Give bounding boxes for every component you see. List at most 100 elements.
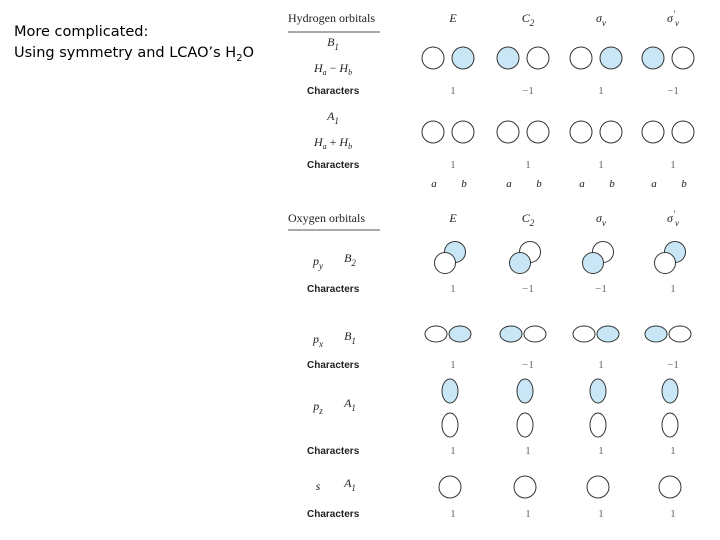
title-line-2-text: Using symmetry and LCAO’s H <box>14 45 237 61</box>
oxygen-row-3-character-4: 1 <box>670 445 676 457</box>
oxygen-row-1-character-4: 1 <box>670 283 676 295</box>
oxygen-row-4-op4-s-orbital <box>658 475 682 499</box>
oxygen-row-2-op1-left-lobe <box>424 325 448 343</box>
hydrogen-header: Hydrogen orbitals <box>288 11 375 25</box>
hydrogen-operation-2: C2 <box>522 11 535 28</box>
hydrogen-row-1-op3-orbital-b <box>599 46 623 70</box>
oxygen-row-3-character-2: 1 <box>525 445 531 457</box>
hydrogen-row-1-characters-label: Characters <box>307 86 360 97</box>
oxygen-row-3-character-3: 1 <box>598 445 604 457</box>
oxygen-row-3-op4-top-lobe <box>661 378 679 404</box>
atom-label-7: a <box>651 178 657 190</box>
oxygen-row-2-orbital-label: px <box>312 332 323 349</box>
oxygen-row-3-op2-bottom-lobe <box>516 412 534 438</box>
atom-label-1: a <box>431 178 437 190</box>
oxygen-row-4-character-3: 1 <box>598 508 604 520</box>
hydrogen-row-2-op1-orbital-b <box>451 120 475 144</box>
oxygen-row-2-op4-right-lobe <box>668 325 692 343</box>
oxygen-row-2-characters-label: Characters <box>307 360 360 371</box>
atom-label-3: a <box>506 178 512 190</box>
oxygen-row-2-character-3: 1 <box>598 359 604 371</box>
hydrogen-row-1-irrep: B1 <box>327 35 339 52</box>
oxygen-row-3-op2-top-lobe <box>516 378 534 404</box>
oxygen-row-3-character-1: 1 <box>450 445 456 457</box>
hydrogen-row-1-op1-orbital-a <box>421 46 445 70</box>
hydrogen-row-1-character-3: 1 <box>598 85 604 97</box>
oxygen-row-3-characters-label: Characters <box>307 446 360 457</box>
hydrogen-row-2-characters-label: Characters <box>307 160 360 171</box>
oxygen-row-2-character-2: −1 <box>522 359 534 371</box>
oxygen-row-1-character-1: 1 <box>450 283 456 295</box>
oxygen-row-3-op1-top-lobe <box>441 378 459 404</box>
hydrogen-row-1-character-1: 1 <box>450 85 456 97</box>
hydrogen-operation-3: σv <box>596 11 606 28</box>
hydrogen-row-1-op4-orbital-b <box>671 46 695 70</box>
oxygen-row-2-op4-left-lobe <box>644 325 668 343</box>
title-line-2: Using symmetry and LCAO’s H2O <box>14 43 254 69</box>
oxygen-row-2-irrep: B1 <box>344 329 356 346</box>
hydrogen-operation-4: σ′v <box>667 9 679 28</box>
slide-title: More complicated: Using symmetry and LCA… <box>14 22 254 69</box>
hydrogen-row-2-op3-orbital-b <box>599 120 623 144</box>
oxygen-row-3-orbital-label: pz <box>312 399 323 416</box>
hydrogen-row-2-character-3: 1 <box>598 159 604 171</box>
hydrogen-row-1-op2-orbital-a <box>496 46 520 70</box>
atom-label-2: b <box>461 178 467 190</box>
hydrogen-row-2-op4-orbital-b <box>671 120 695 144</box>
oxygen-operation-4: σ′v <box>667 209 679 228</box>
oxygen-row-3-op3-bottom-lobe <box>589 412 607 438</box>
oxygen-row-4-op3-s-orbital <box>586 475 610 499</box>
oxygen-operation-2: C2 <box>522 211 535 228</box>
oxygen-row-1-op1-front-lobe <box>434 252 456 274</box>
oxygen-row-1-character-3: −1 <box>595 283 607 295</box>
oxygen-row-1-orbital-label: py <box>312 254 323 271</box>
oxygen-row-3-op1-bottom-lobe <box>441 412 459 438</box>
hydrogen-row-2-op4-orbital-a <box>641 120 665 144</box>
hydrogen-row-1-character-2: −1 <box>522 85 534 97</box>
hydrogen-row-2-irrep: A1 <box>326 109 339 126</box>
oxygen-operation-3: σv <box>596 211 606 228</box>
oxygen-row-2-op2-right-lobe <box>523 325 547 343</box>
oxygen-row-2-op3-left-lobe <box>572 325 596 343</box>
hydrogen-row-1-op3-orbital-a <box>569 46 593 70</box>
oxygen-row-1-op3-front-lobe <box>582 252 604 274</box>
hydrogen-row-2-character-4: 1 <box>670 159 676 171</box>
atom-label-8: b <box>681 178 687 190</box>
hydrogen-row-1-op4-orbital-a <box>641 46 665 70</box>
oxygen-row-2-op3-right-lobe <box>596 325 620 343</box>
oxygen-row-3-op3-top-lobe <box>589 378 607 404</box>
hydrogen-row-2-character-1: 1 <box>450 159 456 171</box>
atom-label-5: a <box>579 178 585 190</box>
hydrogen-row-2-op2-orbital-a <box>496 120 520 144</box>
oxygen-row-1-irrep: B2 <box>344 251 356 268</box>
hydrogen-row-1-combination: Ha − Hb <box>313 61 352 77</box>
title-line-1: More complicated: <box>14 24 149 40</box>
title-line-2-subscript: 2 <box>236 52 243 64</box>
title-line-2-suffix: O <box>242 45 254 61</box>
oxygen-row-3-irrep: A1 <box>343 396 356 413</box>
hydrogen-row-1-op1-orbital-b <box>451 46 475 70</box>
oxygen-row-4-character-1: 1 <box>450 508 456 520</box>
oxygen-row-4-character-4: 1 <box>670 508 676 520</box>
oxygen-row-1-characters-label: Characters <box>307 284 360 295</box>
hydrogen-row-2-op3-orbital-a <box>569 120 593 144</box>
oxygen-operation-1: E <box>448 211 457 225</box>
oxygen-row-2-op1-right-lobe <box>448 325 472 343</box>
oxygen-row-4-orbital-label: s <box>316 479 321 493</box>
atom-label-6: b <box>609 178 615 190</box>
hydrogen-row-2-character-2: 1 <box>525 159 531 171</box>
oxygen-row-1-op4-front-lobe <box>654 252 676 274</box>
oxygen-row-2-character-1: 1 <box>450 359 456 371</box>
hydrogen-operation-1: E <box>448 11 457 25</box>
hydrogen-row-2-op2-orbital-b <box>526 120 550 144</box>
hydrogen-row-2-op1-orbital-a <box>421 120 445 144</box>
oxygen-row-1-character-2: −1 <box>522 283 534 295</box>
oxygen-row-1-op2-front-lobe <box>509 252 531 274</box>
oxygen-row-2-character-4: −1 <box>667 359 679 371</box>
oxygen-row-4-irrep: A1 <box>343 476 356 493</box>
oxygen-row-4-character-2: 1 <box>525 508 531 520</box>
hydrogen-row-1-character-4: −1 <box>667 85 679 97</box>
oxygen-row-4-op1-s-orbital <box>438 475 462 499</box>
oxygen-row-4-op2-s-orbital <box>513 475 537 499</box>
